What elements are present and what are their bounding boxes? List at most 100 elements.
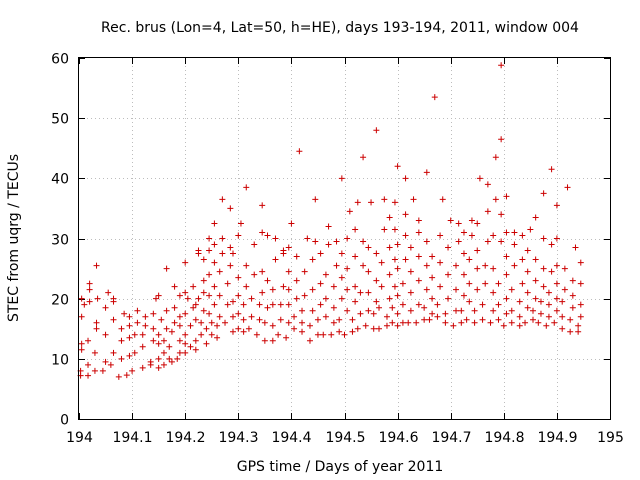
data-point [503, 229, 510, 236]
data-point [293, 295, 300, 302]
data-point [498, 238, 505, 245]
data-point [306, 337, 313, 344]
x-tick-label: 194.1 [112, 430, 152, 446]
data-point [479, 316, 486, 323]
data-point [460, 292, 467, 299]
data-point [442, 310, 449, 317]
data-point [264, 232, 271, 239]
data-point [93, 262, 100, 269]
data-point [269, 337, 276, 344]
data-point [466, 280, 473, 287]
data-point [402, 256, 409, 263]
data-point [455, 220, 462, 227]
data-point [569, 292, 576, 299]
data-point [93, 325, 100, 332]
data-point [484, 208, 491, 215]
data-point [192, 346, 199, 353]
data-point [229, 313, 236, 320]
data-point [176, 292, 183, 299]
data-point [413, 319, 420, 326]
data-point [171, 304, 178, 311]
data-point [211, 259, 218, 266]
data-point [195, 295, 202, 302]
data-point [479, 301, 486, 308]
data-point [187, 343, 194, 350]
data-point [522, 319, 529, 326]
data-point [99, 367, 106, 374]
data-point [545, 301, 552, 308]
data-point [163, 265, 170, 272]
y-tick-label: 30 [51, 233, 69, 249]
data-point [344, 286, 351, 293]
data-point [203, 325, 210, 332]
data-point [85, 372, 92, 379]
data-point [229, 328, 236, 335]
data-point [102, 304, 109, 311]
data-point [200, 256, 207, 263]
data-point [572, 244, 579, 251]
data-point [373, 127, 380, 134]
data-point [93, 319, 100, 326]
data-point [474, 265, 481, 272]
data-point [118, 337, 125, 344]
data-point [251, 271, 258, 278]
data-point [139, 331, 146, 338]
data-point [553, 307, 560, 314]
data-point [248, 295, 255, 302]
y-tick-label: 0 [60, 413, 69, 429]
data-point [421, 304, 428, 311]
chart-title: Rec. brus (Lon=4, Lat=50, h=HE), days 19… [101, 20, 579, 36]
data-point [490, 265, 497, 272]
data-point [346, 208, 353, 215]
data-point [285, 301, 292, 308]
data-point [182, 289, 189, 296]
data-point [530, 316, 537, 323]
data-point [235, 325, 242, 332]
data-point [553, 202, 560, 209]
x-tick-label: 194.5 [325, 430, 365, 446]
data-point [259, 289, 266, 296]
data-point [407, 268, 414, 275]
data-point [208, 331, 215, 338]
data-point [495, 280, 502, 287]
data-point [466, 256, 473, 263]
data-point [200, 307, 207, 314]
data-point [503, 310, 510, 317]
data-point [309, 256, 316, 263]
data-point [460, 250, 467, 257]
x-tick-label: 194.9 [537, 430, 577, 446]
data-point [484, 238, 491, 245]
data-point [352, 253, 359, 260]
data-point [110, 349, 117, 356]
data-point [158, 316, 165, 323]
data-point [200, 277, 207, 284]
data-point [184, 295, 191, 302]
data-point [155, 331, 162, 338]
data-point [277, 301, 284, 308]
data-point [259, 268, 266, 275]
data-point [214, 322, 221, 329]
data-point [150, 325, 157, 332]
data-point [139, 364, 146, 371]
data-point [320, 331, 327, 338]
data-point [524, 289, 531, 296]
data-point [511, 241, 518, 248]
data-point [322, 271, 329, 278]
data-point [516, 313, 523, 320]
data-point [498, 62, 505, 69]
data-point [245, 325, 252, 332]
data-point [537, 310, 544, 317]
data-point [373, 298, 380, 305]
data-point [516, 298, 523, 305]
data-point [208, 319, 215, 326]
data-point [293, 277, 300, 284]
data-point [301, 292, 308, 299]
data-point [317, 250, 324, 257]
data-point [415, 217, 422, 224]
x-tick-label: 194.2 [165, 430, 205, 446]
data-point [91, 367, 98, 374]
data-point [357, 289, 364, 296]
data-point [190, 304, 197, 311]
data-point [415, 229, 422, 236]
data-point [423, 169, 430, 176]
